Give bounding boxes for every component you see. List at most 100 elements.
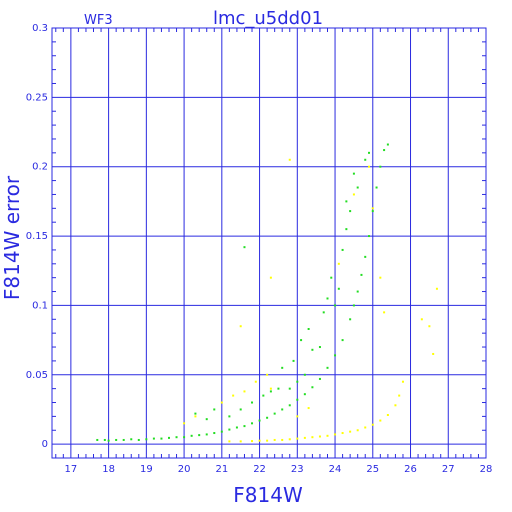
point-yellow [368,165,371,168]
point-green [334,354,337,357]
point-green [152,437,155,440]
point-green [251,422,254,425]
point-yellow [273,438,276,441]
point-green [205,418,208,421]
point-yellow [243,390,246,393]
plot-frame [51,27,487,459]
point-green [175,436,178,439]
point-green [160,437,163,440]
point-yellow [349,430,352,433]
point-green [386,143,389,146]
y-tick-label: 0.25 [26,92,48,103]
point-yellow [288,158,291,161]
point-yellow [228,440,231,443]
point-green [349,318,352,321]
x-tick-label: 26 [404,464,417,475]
point-yellow [352,193,355,196]
point-green [190,434,193,437]
point-yellow [232,394,235,397]
point-green [167,436,170,439]
point-yellow [266,439,269,442]
point-green [220,430,223,433]
point-green [296,398,299,401]
point-green [243,425,246,428]
x-tick-label: 24 [329,464,342,475]
point-green [349,210,352,213]
point-yellow [239,440,242,443]
x-tick-label: 22 [253,464,266,475]
point-green [292,359,295,362]
point-green [130,438,133,441]
point-green [235,426,238,429]
point-yellow [428,325,431,328]
point-green [194,412,197,415]
point-green [318,346,321,349]
point-yellow [220,401,223,404]
point-yellow [379,419,382,422]
y-tick-label: 0.1 [32,300,48,311]
point-yellow [334,433,337,436]
point-green [137,438,140,441]
point-green [107,439,110,442]
point-yellow [420,318,423,321]
point-green [251,401,254,404]
point-green [228,428,231,431]
point-green [375,186,378,189]
y-axis-label: F814W error [0,175,24,300]
point-green [326,297,329,300]
point-yellow [356,429,359,432]
point-green [258,419,261,422]
point-green [228,415,231,418]
point-green [103,438,106,441]
point-green [122,438,125,441]
point-yellow [398,394,401,397]
point-green [352,172,355,175]
point-green [96,438,99,441]
point-green [307,328,310,330]
point-yellow [296,437,299,440]
point-yellow [401,380,404,383]
point-green [115,438,118,441]
point-yellow [266,373,269,376]
point-yellow [394,404,397,407]
point-green [311,386,314,389]
corner-label: WF3 [84,13,113,28]
point-yellow [303,436,306,439]
data-points [96,143,438,443]
point-green [334,304,337,307]
point-green [322,311,325,314]
point-green [303,393,306,396]
point-yellow [307,407,310,410]
point-yellow [386,414,389,416]
point-green [281,408,284,411]
x-tick-label: 23 [291,464,304,475]
y-tick-label: 0 [42,439,48,450]
point-green [269,390,272,393]
point-yellow [296,415,299,418]
point-yellow [318,435,321,438]
grid-lines [52,27,487,458]
point-green [368,151,371,154]
point-green [345,228,348,231]
x-tick-label: 19 [140,464,153,475]
point-yellow [383,311,386,314]
point-green [341,339,344,342]
point-green [356,186,359,189]
point-green [145,438,148,441]
point-green [371,210,374,213]
point-green [296,380,299,383]
point-yellow [258,439,261,442]
point-yellow [254,380,257,383]
point-yellow [364,426,367,429]
y-tick-label: 0.3 [32,23,48,34]
point-yellow [337,262,340,265]
point-green [262,394,265,397]
point-yellow [341,432,344,435]
point-green [243,246,246,249]
x-tick-label: 21 [215,464,228,475]
point-yellow [269,387,272,390]
chart-title: lmc_u5dd01 [213,8,323,29]
y-tick-label: 0.05 [26,370,48,381]
point-green [288,387,291,390]
point-yellow [371,207,374,210]
